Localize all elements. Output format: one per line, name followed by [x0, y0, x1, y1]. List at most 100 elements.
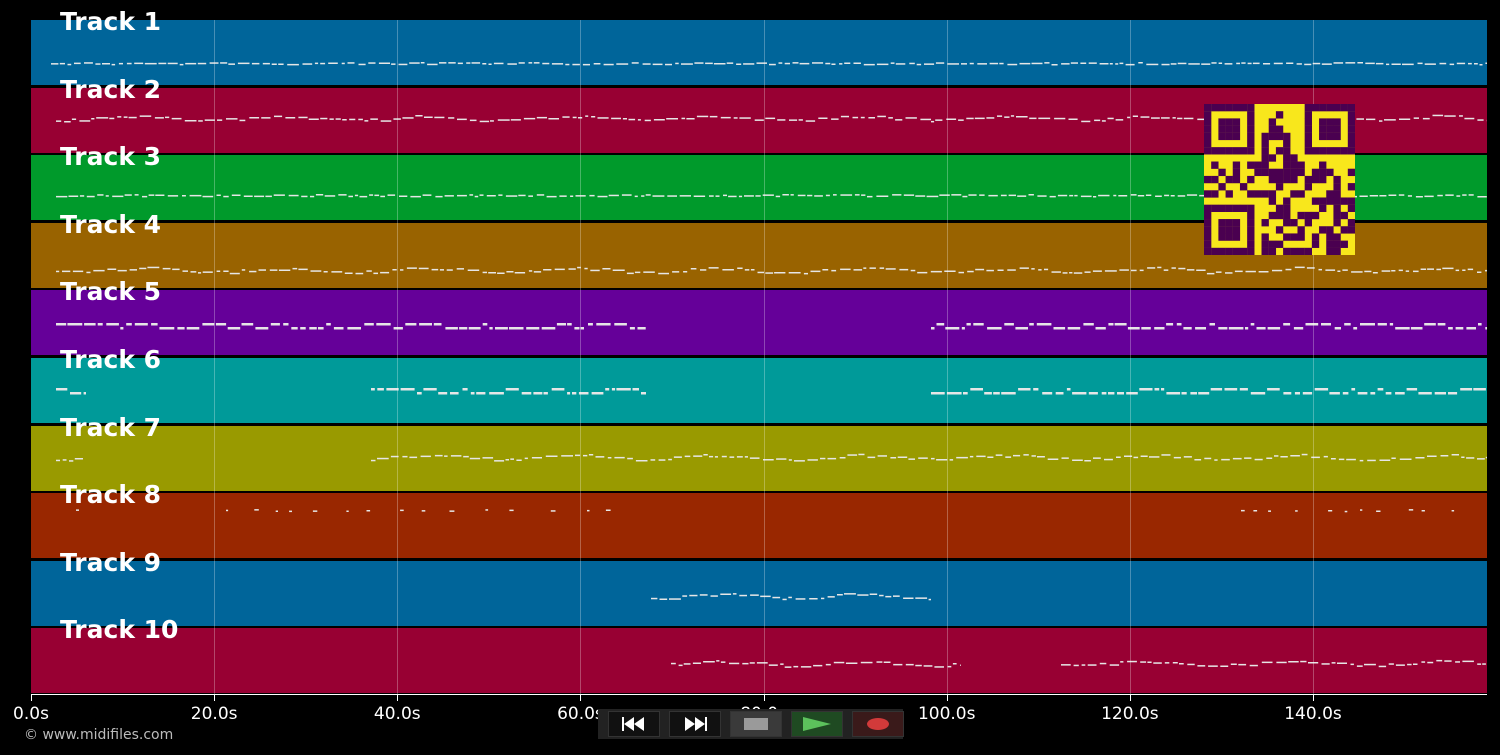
note — [70, 392, 82, 395]
note — [354, 194, 359, 197]
note — [124, 194, 132, 196]
note — [1038, 117, 1051, 119]
note — [144, 62, 157, 65]
note — [1153, 662, 1162, 665]
note — [1346, 458, 1356, 460]
note — [1427, 455, 1437, 457]
note — [523, 117, 536, 119]
stop-button[interactable] — [730, 711, 782, 737]
play-button[interactable] — [791, 711, 843, 737]
note — [788, 596, 792, 598]
note — [1337, 270, 1341, 272]
note — [757, 271, 764, 273]
note — [86, 271, 91, 273]
note — [1145, 194, 1152, 197]
note — [645, 194, 651, 196]
note — [498, 194, 503, 197]
note — [229, 272, 240, 275]
note — [1115, 63, 1119, 65]
note — [84, 62, 93, 64]
note — [833, 662, 845, 664]
note — [1477, 663, 1482, 666]
note — [162, 267, 171, 270]
note — [1366, 118, 1376, 120]
time-tick-label: 100.0s — [917, 704, 976, 724]
note — [1413, 663, 1418, 666]
note — [1070, 62, 1078, 64]
note — [1456, 62, 1466, 65]
note — [444, 195, 454, 197]
note — [370, 117, 378, 120]
note — [860, 662, 873, 664]
note — [469, 194, 474, 196]
note — [1304, 63, 1312, 66]
note — [262, 62, 270, 65]
record-button[interactable] — [852, 711, 904, 737]
note — [979, 194, 985, 197]
note — [973, 323, 984, 326]
note — [1321, 63, 1332, 65]
note-pattern — [56, 194, 1487, 198]
stop-icon — [744, 718, 768, 730]
note — [1448, 327, 1453, 330]
note — [1108, 392, 1115, 395]
note — [596, 323, 611, 326]
note — [202, 323, 215, 326]
note — [616, 388, 631, 391]
note — [840, 115, 849, 117]
note — [831, 269, 837, 272]
note — [216, 270, 221, 272]
note — [271, 63, 277, 65]
track-label: Track 4 — [60, 209, 162, 239]
note — [774, 271, 786, 274]
note — [1365, 62, 1375, 65]
note — [510, 457, 514, 460]
qr-code-icon[interactable] — [1204, 104, 1355, 255]
note — [582, 63, 590, 66]
note — [743, 63, 755, 65]
fast-forward-button[interactable] — [669, 711, 721, 737]
note — [273, 194, 285, 197]
note — [863, 267, 867, 269]
note — [435, 196, 443, 198]
note — [1350, 663, 1354, 666]
note — [551, 63, 564, 65]
note — [1245, 270, 1256, 273]
note — [1448, 392, 1458, 395]
note — [861, 194, 866, 197]
note — [947, 63, 959, 65]
note — [999, 62, 1004, 65]
note — [1194, 458, 1202, 461]
fast-forward-icon — [685, 717, 707, 731]
note — [228, 63, 235, 65]
note — [936, 323, 945, 326]
note — [1357, 392, 1368, 395]
note — [1444, 660, 1452, 663]
note — [1478, 323, 1482, 326]
note — [578, 392, 589, 395]
note — [567, 323, 572, 326]
note — [374, 194, 380, 197]
note — [798, 118, 803, 121]
note — [935, 118, 943, 121]
note — [418, 267, 429, 269]
rewind-button[interactable] — [608, 711, 660, 737]
grid-line — [1129, 20, 1131, 694]
note — [637, 327, 646, 330]
note — [1081, 664, 1086, 667]
note — [1138, 62, 1143, 64]
note — [984, 392, 992, 395]
note — [1037, 195, 1047, 197]
note — [251, 62, 260, 65]
note — [1421, 510, 1425, 512]
note — [347, 327, 361, 330]
note — [531, 456, 542, 459]
note — [962, 195, 968, 198]
note — [784, 666, 792, 669]
note — [1084, 271, 1091, 273]
note — [879, 267, 885, 269]
note-pattern — [651, 592, 931, 601]
note — [485, 509, 489, 511]
note — [869, 267, 876, 269]
note — [1379, 195, 1387, 197]
